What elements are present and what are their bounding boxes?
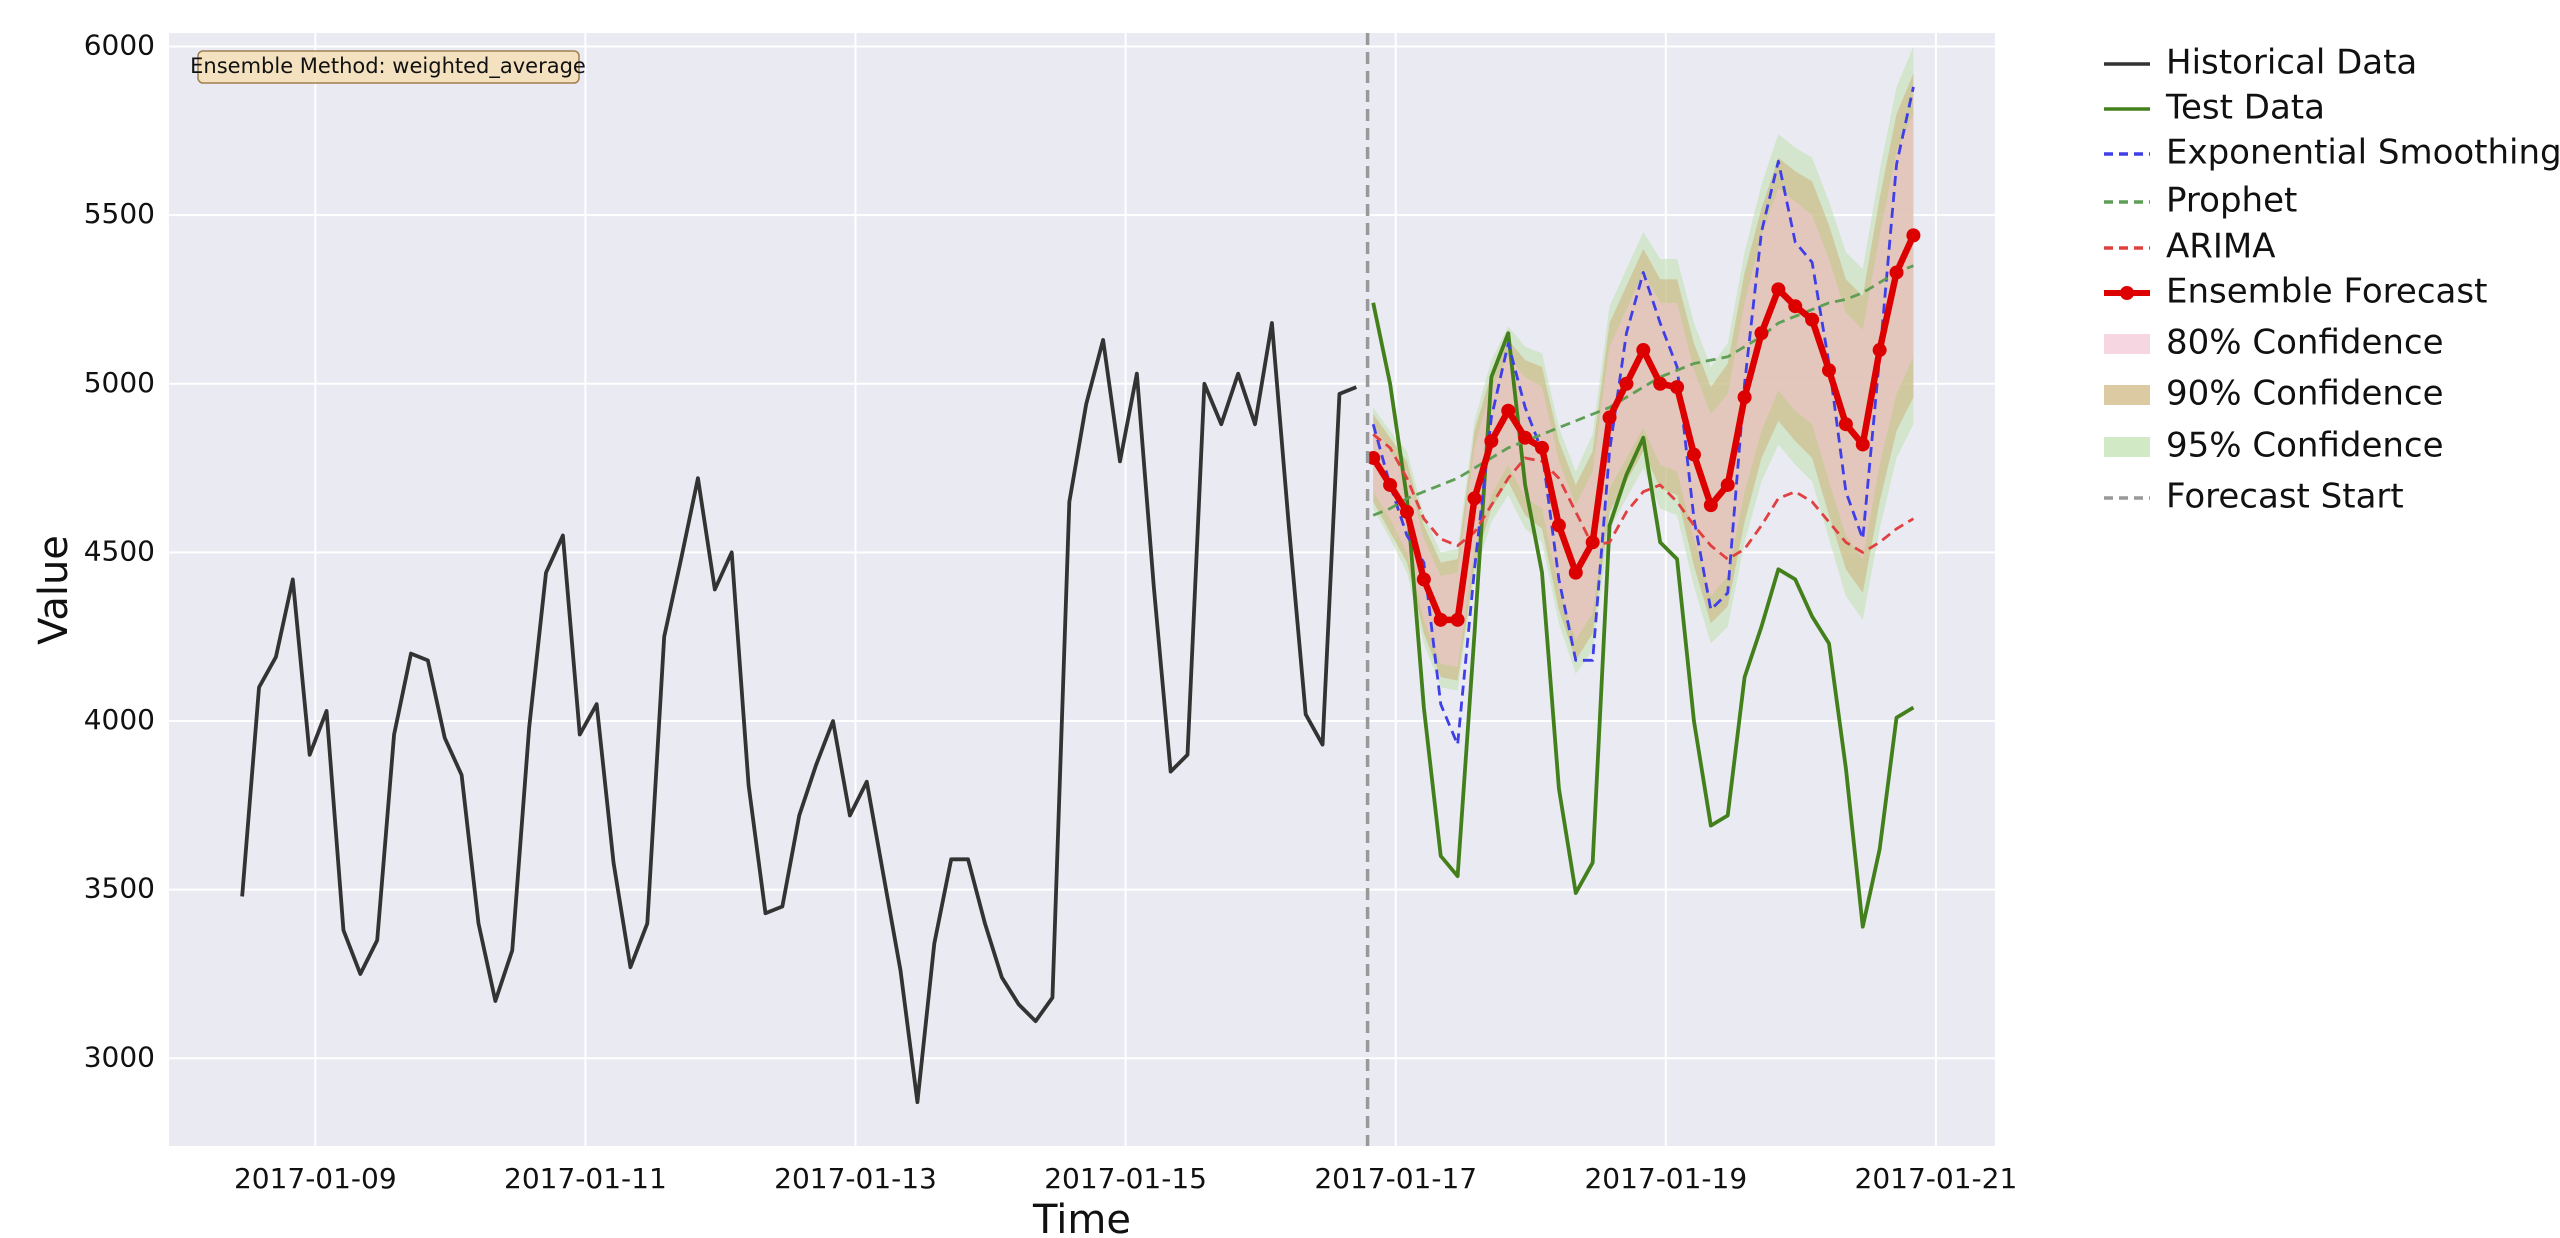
legend-label: 95% Confidence: [2166, 426, 2444, 466]
series-line: [1371, 302, 1915, 929]
ensemble-marker: [1855, 437, 1870, 452]
ensemble-marker: [1636, 343, 1651, 358]
legend-swatch: [2104, 334, 2150, 354]
ensemble-marker: [1399, 504, 1414, 519]
grid: [169, 33, 1995, 1146]
x-tick-label: 2017-01-21: [1855, 1162, 2018, 1195]
legend-swatch: [2104, 437, 2150, 457]
x-tick-label: 2017-01-15: [1044, 1162, 1207, 1195]
ensemble-marker: [1551, 518, 1566, 533]
y-axis-label: Value: [31, 535, 77, 645]
ensemble-marker: [1653, 376, 1668, 391]
legend-label: Prophet: [2166, 181, 2297, 221]
x-tick-label: 2017-01-17: [1314, 1162, 1477, 1195]
ensemble-marker: [1535, 440, 1550, 455]
x-axis-label: Time: [1032, 1197, 1131, 1238]
ensemble-marker: [1585, 535, 1600, 550]
y-tick-label: 3500: [84, 872, 155, 905]
legend-label: Ensemble Forecast: [2166, 272, 2487, 312]
ensemble-marker: [1703, 498, 1718, 513]
ensemble-marker: [1737, 390, 1752, 405]
annotation-box: [197, 50, 580, 84]
legend-swatch: [2104, 385, 2150, 405]
ensemble-marker: [1906, 228, 1921, 243]
series-line: [240, 321, 1358, 1105]
legend-marker: [2120, 286, 2134, 300]
series-line: [1372, 264, 1914, 517]
series-line: [1371, 86, 1915, 747]
ensemble-marker: [1822, 363, 1836, 378]
legend-label: Forecast Start: [2166, 477, 2404, 517]
legend-label: ARIMA: [2166, 227, 2276, 267]
y-tick-label: 5000: [84, 366, 155, 399]
ensemble-marker: [1619, 376, 1634, 391]
ensemble-marker: [1383, 477, 1398, 492]
ensemble-marker: [1805, 312, 1820, 327]
legend-label: 80% Confidence: [2166, 323, 2444, 363]
ensemble-marker: [1433, 612, 1448, 627]
plot: [240, 33, 1921, 1146]
series-line: [1372, 433, 1915, 561]
ensemble-marker: [1366, 450, 1381, 465]
ensemble-marker: [1501, 403, 1516, 418]
ensemble-marker: [1720, 477, 1735, 492]
legend-label: Exponential Smoothing: [2166, 133, 2560, 173]
y-tick-label: 4000: [84, 703, 155, 736]
confidence-band: [1373, 113, 1914, 668]
ensemble-marker: [1450, 612, 1465, 627]
ensemble-marker: [1872, 343, 1887, 358]
annotation: Ensemble Method: weighted_average: [190, 54, 586, 79]
ensemble-marker: [1568, 565, 1583, 580]
legend: Historical Data Test Data Exponential Smoo…: [2104, 43, 2560, 517]
ensemble-marker: [1686, 447, 1701, 462]
x-tick-label: 2017-01-19: [1584, 1162, 1747, 1195]
y-tick-label: 6000: [84, 28, 155, 61]
legend-label: 90% Confidence: [2166, 374, 2444, 414]
x-tick-label: 2017-01-09: [234, 1162, 397, 1195]
ensemble-marker: [1416, 572, 1431, 587]
ensemble-marker: [1484, 434, 1499, 449]
plot-area: [169, 33, 1995, 1146]
ensemble-marker: [1518, 430, 1533, 445]
ensemble-marker: [1838, 417, 1853, 432]
y-tick-label: 4500: [84, 534, 155, 567]
axes: 3000 3500 4000 4500 5000 5500 6000 2017-01-09 20…: [84, 28, 2018, 1195]
ensemble-marker: [1754, 326, 1769, 341]
y-tick-label: 3000: [84, 1040, 155, 1073]
ensemble-marker: [1670, 380, 1685, 395]
y-tick-label: 5500: [84, 197, 155, 230]
ensemble-marker: [1788, 299, 1803, 314]
x-tick-label: 2017-01-11: [504, 1162, 667, 1195]
legend-label: Test Data: [2165, 88, 2325, 128]
legend-label: Historical Data: [2166, 43, 2417, 83]
ensemble-marker: [1771, 282, 1786, 297]
ensemble-marker: [1602, 410, 1617, 425]
ensemble-marker: [1889, 265, 1904, 280]
ensemble-marker: [1467, 491, 1482, 506]
x-tick-label: 2017-01-13: [774, 1162, 937, 1195]
